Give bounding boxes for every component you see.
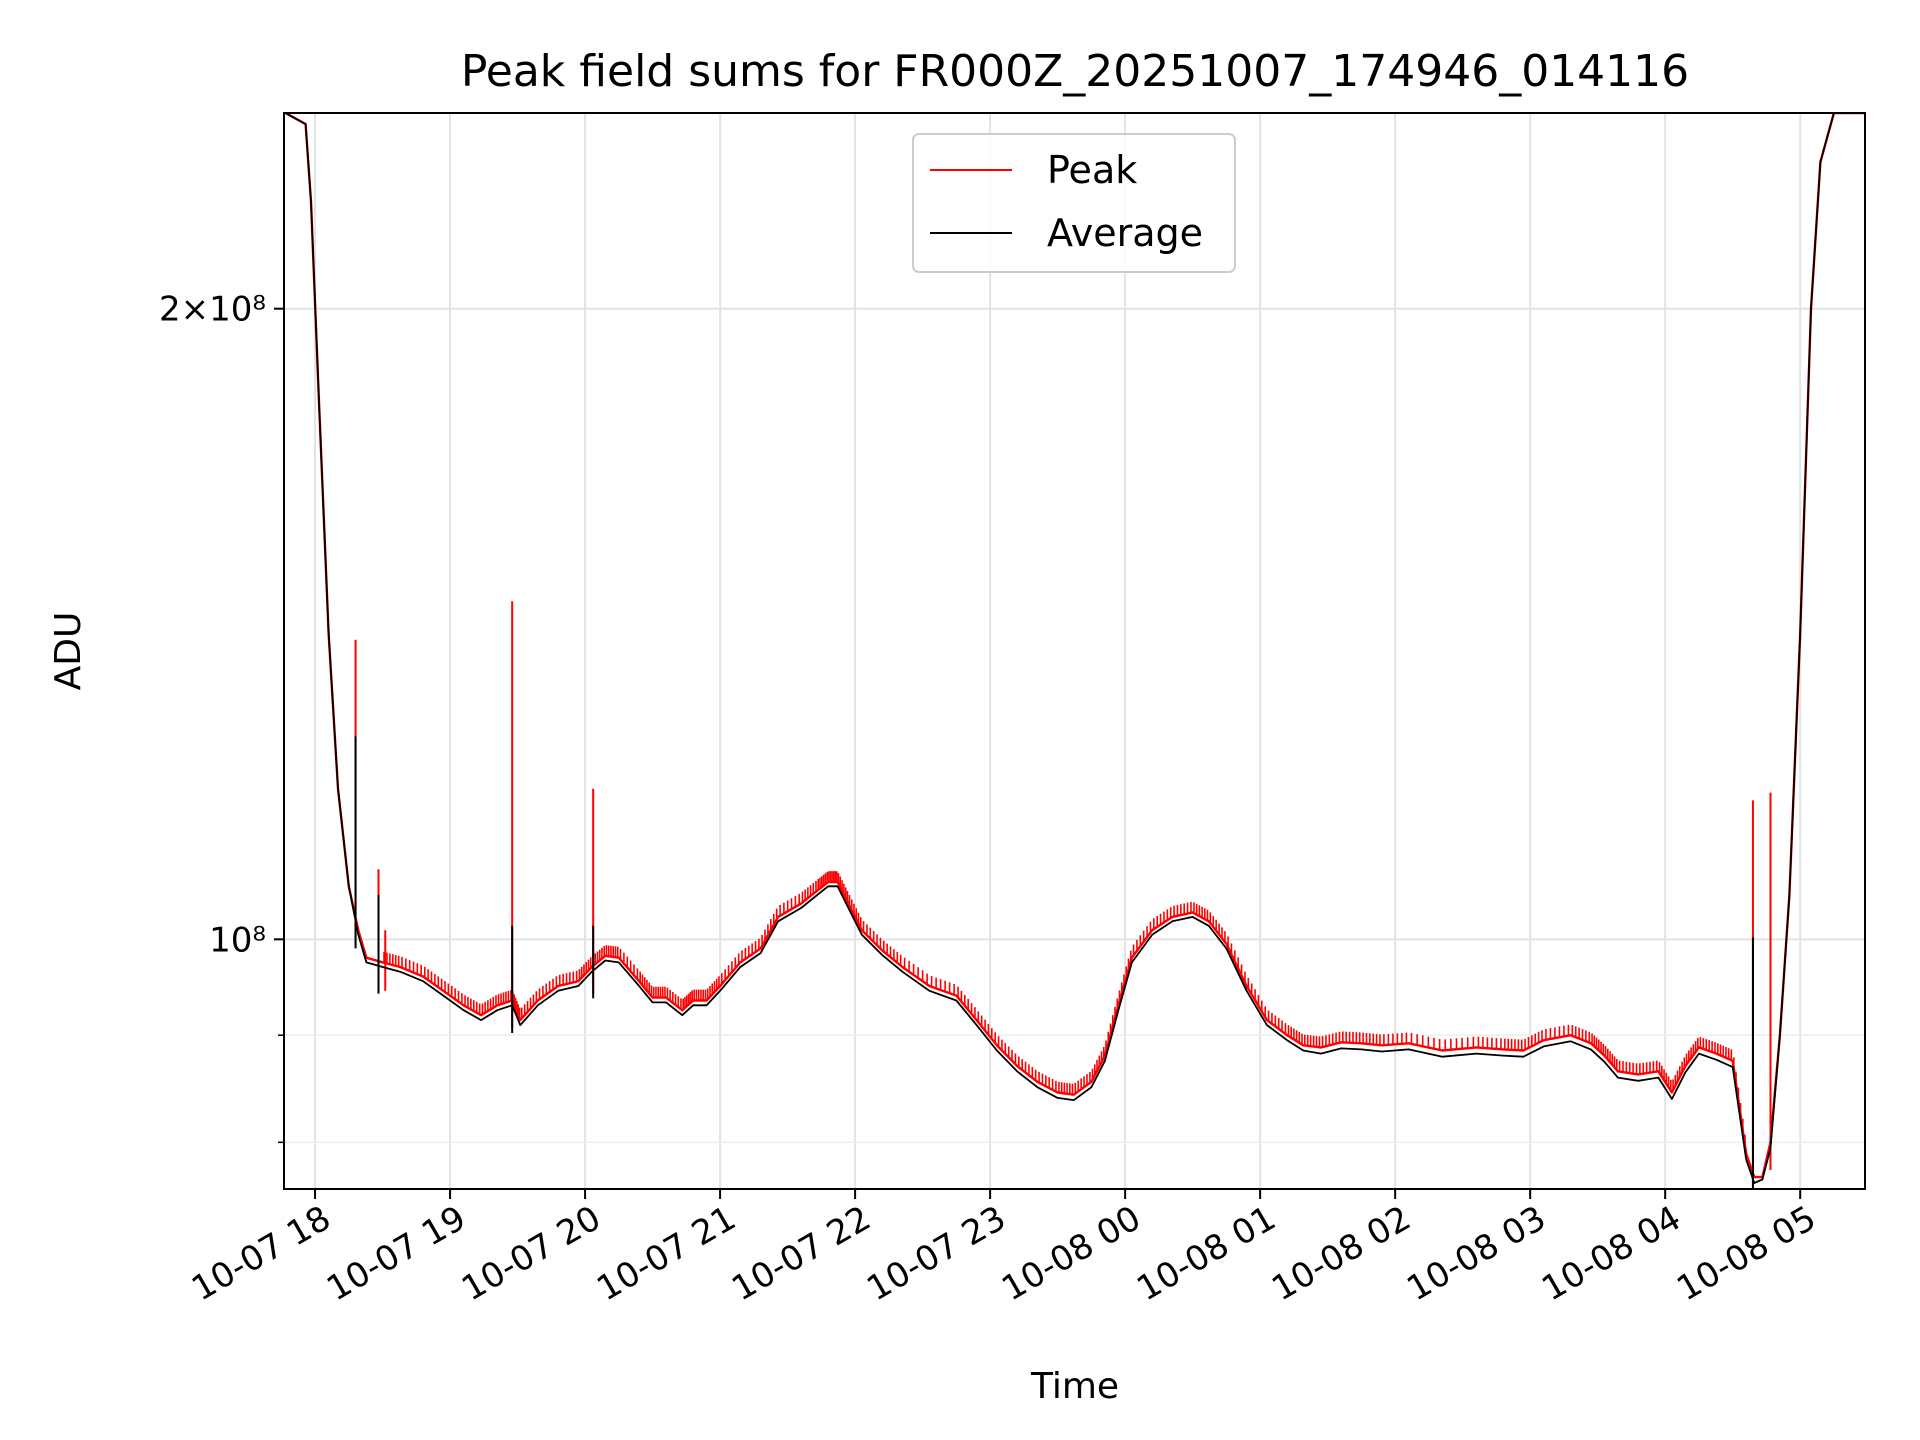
y-tick-label: 10⁸ [209, 920, 266, 960]
y-axis-label: ADU [48, 612, 89, 691]
legend-peak-label: Peak [1047, 148, 1137, 192]
grid [284, 113, 1865, 1189]
y-axis: 10⁸ 2×10⁸ [159, 290, 284, 1144]
series-line-average [284, 113, 1865, 1184]
y-tick-label: 2×10⁸ [159, 290, 266, 330]
legend: Peak Average [912, 133, 1236, 273]
chart-title: Peak field sums for FR000Z_20251007_1749… [461, 46, 1689, 97]
series-line-peak [284, 113, 1865, 1179]
legend-box [912, 133, 1236, 273]
x-axis-label: Time [1030, 1366, 1119, 1407]
plot-frame [283, 112, 1866, 1190]
legend-average-label: Average [1047, 211, 1203, 255]
plot-area [284, 113, 1865, 1189]
